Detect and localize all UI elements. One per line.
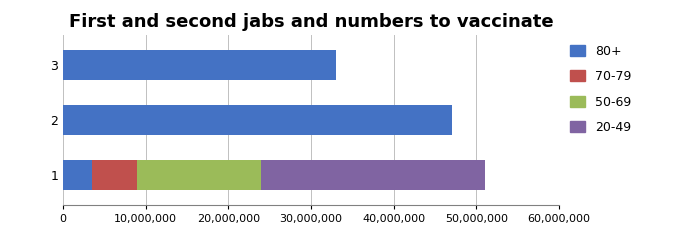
Bar [63, 160, 92, 190]
Legend: 80+, 70-79, 50-69, 20-49: 80+, 70-79, 50-69, 20-49 [570, 45, 632, 134]
Title: First and second jabs and numbers to vaccinate: First and second jabs and numbers to vac… [69, 13, 554, 31]
Bar [137, 160, 261, 190]
Bar [63, 50, 336, 80]
Bar [63, 105, 452, 135]
Bar [92, 160, 138, 190]
Bar [261, 160, 485, 190]
